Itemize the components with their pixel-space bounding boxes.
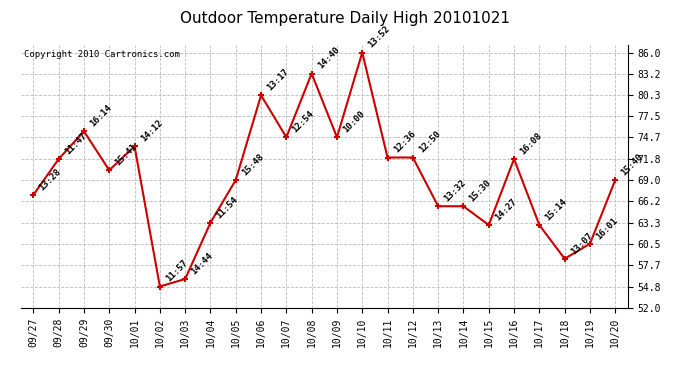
Text: 15:48: 15:48 [240,152,265,177]
Text: 14:27: 14:27 [493,197,518,222]
Text: 12:50: 12:50 [417,129,442,155]
Text: 15:30: 15:30 [468,178,493,204]
Text: 13:17: 13:17 [265,67,290,93]
Text: 14:12: 14:12 [139,118,164,144]
Text: 16:14: 16:14 [88,103,113,129]
Text: 13:32: 13:32 [442,178,468,204]
Text: Copyright 2010 Cartronics.com: Copyright 2010 Cartronics.com [23,50,179,59]
Text: 11:47: 11:47 [63,131,88,156]
Text: 10:00: 10:00 [341,109,366,135]
Text: 13:28: 13:28 [37,167,63,192]
Text: 14:44: 14:44 [189,251,215,276]
Text: 13:52: 13:52 [366,24,392,50]
Text: 15:41: 15:41 [113,142,139,168]
Text: 16:08: 16:08 [518,131,544,156]
Text: 15:40: 15:40 [620,152,644,177]
Text: 12:36: 12:36 [392,129,417,155]
Text: 11:57: 11:57 [164,258,189,284]
Text: 15:14: 15:14 [544,197,569,222]
Text: Outdoor Temperature Daily High 20101021: Outdoor Temperature Daily High 20101021 [180,11,510,26]
Text: 13:07: 13:07 [569,231,594,256]
Text: 14:40: 14:40 [316,45,341,71]
Text: 11:54: 11:54 [215,195,240,220]
Text: 16:01: 16:01 [594,216,620,241]
Text: 12:54: 12:54 [290,109,316,135]
